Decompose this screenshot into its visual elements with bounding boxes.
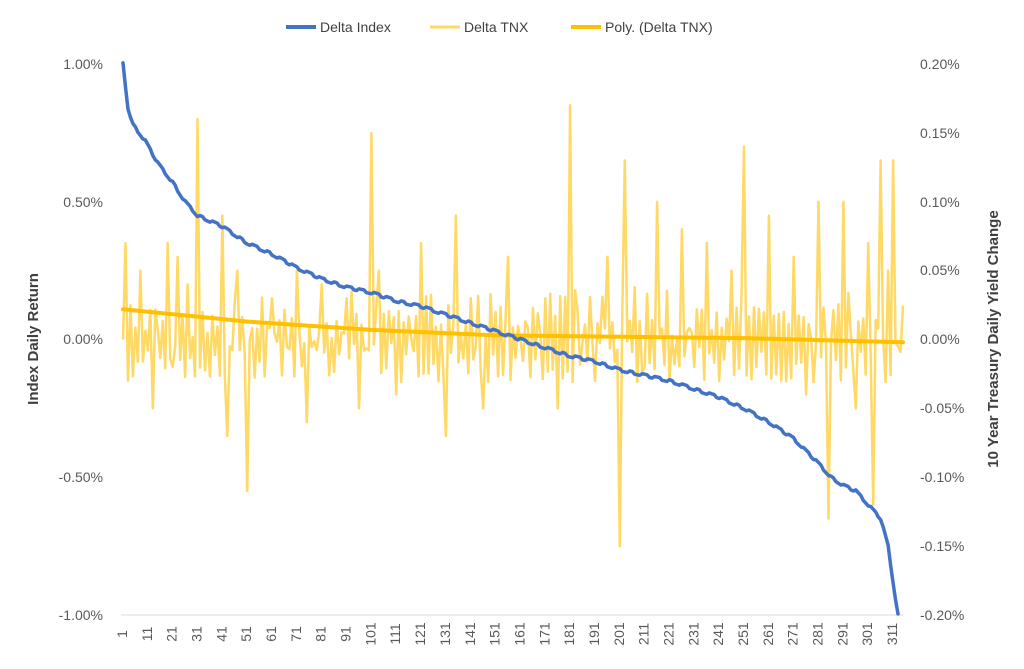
y-left-tick-label: 1.00%	[63, 56, 103, 72]
x-tick-label: 21	[164, 626, 180, 642]
x-tick-label: 151	[487, 622, 503, 646]
plot-area	[121, 61, 905, 616]
y-right-tick-labels: 0.20% 0.15% 0.10% 0.05% 0.00% -0.05% -0.…	[920, 56, 964, 623]
y-right-tick-label: 0.05%	[920, 262, 960, 278]
y-right-tick-label: -0.05%	[920, 400, 964, 416]
series-line-delta-index	[121, 61, 900, 616]
x-tick-label: 211	[636, 623, 652, 646]
x-tick-labels: 1 11 21 31 41 51 61 71 81 91 101 111 121 131 141 151 161…	[114, 622, 900, 646]
x-tick-label: 181	[561, 622, 577, 646]
y-left-axis-title: Index Daily Return	[25, 273, 42, 405]
x-tick-label: 121	[412, 622, 428, 646]
x-tick-label: 291	[834, 622, 850, 646]
y-right-tick-label: 0.00%	[920, 331, 960, 347]
x-tick-label: 261	[760, 622, 776, 646]
y-right-tick-label: 0.10%	[920, 194, 960, 210]
x-tick-label: 61	[263, 626, 279, 642]
x-tick-label: 271	[785, 622, 801, 646]
x-tick-label: 1	[114, 630, 130, 638]
x-tick-label: 231	[685, 622, 701, 646]
x-tick-label: 101	[362, 622, 378, 646]
x-tick-label: 221	[661, 622, 677, 646]
y-right-axis-title: 10 Year Treasury Daily Yield Change	[985, 210, 1002, 467]
x-tick-label: 11	[139, 627, 155, 642]
legend-label-delta-tnx: Delta TNX	[464, 19, 529, 35]
y-right-tick-label: -0.10%	[920, 469, 964, 485]
x-tick-label: 71	[288, 626, 304, 642]
y-right-tick-label: 0.20%	[920, 56, 960, 72]
x-tick-label: 251	[735, 622, 751, 646]
x-tick-label: 161	[512, 622, 528, 646]
y-left-tick-label: 0.00%	[63, 331, 103, 347]
y-left-tick-label: -1.00%	[59, 607, 103, 623]
legend-label-delta-index: Delta Index	[320, 19, 391, 35]
x-tick-label: 301	[859, 622, 875, 646]
y-right-tick-label: 0.15%	[920, 125, 960, 141]
x-tick-label: 111	[387, 623, 403, 644]
x-tick-label: 51	[238, 626, 254, 642]
x-tick-label: 81	[313, 626, 329, 642]
x-tick-label: 91	[338, 626, 354, 642]
x-tick-label: 141	[462, 622, 478, 646]
x-tick-label: 131	[437, 622, 453, 646]
series-line-delta-tnx	[121, 104, 905, 548]
y-right-tick-label: -0.20%	[920, 607, 964, 623]
legend-label-poly-delta-tnx: Poly. (Delta TNX)	[605, 19, 713, 35]
y-right-tick-label: -0.15%	[920, 538, 964, 554]
x-tick-label: 191	[586, 622, 602, 646]
x-tick-label: 201	[611, 622, 627, 646]
y-left-tick-labels: 1.00% 0.50% 0.00% -0.50% -1.00%	[59, 56, 103, 623]
x-tick-label: 241	[710, 622, 726, 646]
y-left-tick-label: -0.50%	[59, 469, 103, 485]
x-tick-label: 311	[884, 623, 900, 646]
y-left-tick-label: 0.50%	[63, 194, 103, 210]
x-tick-label: 281	[810, 622, 826, 646]
x-tick-label: 171	[536, 622, 552, 646]
x-tick-label: 41	[213, 626, 229, 642]
legend: Delta Index Delta TNX Poly. (Delta TNX)	[286, 19, 713, 35]
x-tick-label: 31	[189, 626, 205, 642]
